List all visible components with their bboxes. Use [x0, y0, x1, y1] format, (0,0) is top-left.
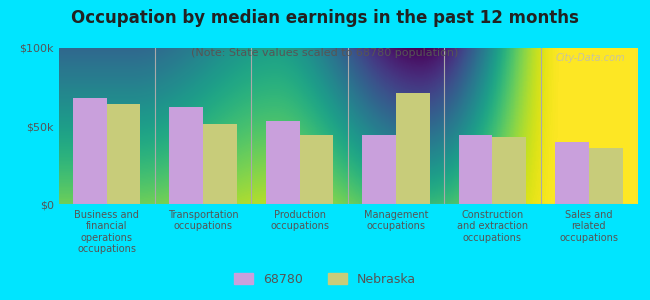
Legend: 68780, Nebraska: 68780, Nebraska — [229, 268, 421, 291]
Bar — [589, 148, 623, 204]
Bar — [73, 98, 107, 204]
Text: (Note: State values scaled to 68780 population): (Note: State values scaled to 68780 popu… — [191, 48, 459, 58]
Bar — [170, 107, 203, 204]
Bar — [555, 142, 589, 204]
Bar — [107, 104, 140, 204]
Bar — [396, 93, 430, 204]
Bar — [203, 124, 237, 204]
Bar — [493, 137, 526, 204]
Text: Occupation by median earnings in the past 12 months: Occupation by median earnings in the pas… — [71, 9, 579, 27]
Bar — [300, 135, 333, 204]
Bar — [362, 135, 396, 204]
Bar — [459, 135, 493, 204]
Bar — [266, 121, 300, 204]
Text: City-Data.com: City-Data.com — [556, 53, 625, 63]
